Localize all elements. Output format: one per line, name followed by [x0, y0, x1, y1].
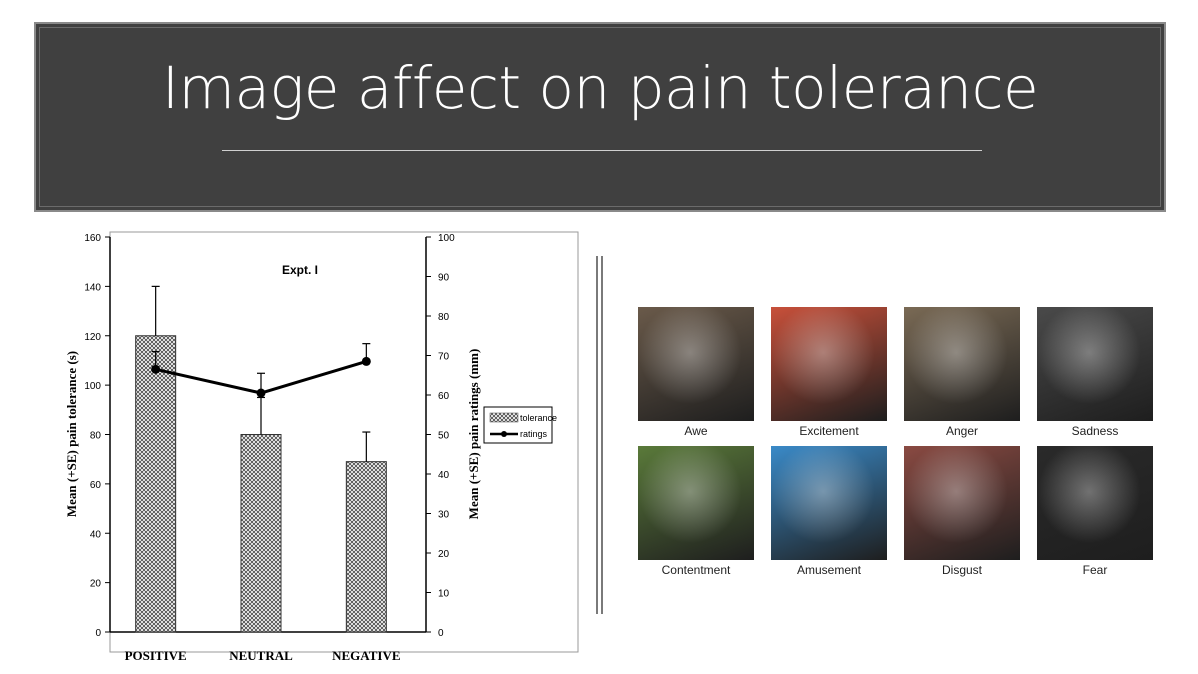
bar-tolerance-positive [135, 335, 177, 633]
y2-axis-label: Mean (+SE) pain ratings (mm) [466, 349, 481, 520]
legend-label-tolerance: tolerance [520, 413, 557, 423]
y-tick-label: 20 [90, 579, 102, 590]
x-tick-label: POSITIVE [125, 648, 187, 663]
emotion-tile: Fear [1037, 446, 1153, 577]
slide-title: Image affect on pain tolerance [161, 54, 1039, 122]
ratings-point-neutral [256, 388, 266, 398]
column-divider-inner [601, 256, 603, 614]
y-tick-label: 100 [84, 381, 101, 392]
emotion-label: Contentment [661, 563, 731, 577]
y2-tick-label: 40 [438, 470, 450, 481]
y-tick-label: 120 [84, 332, 101, 343]
title-banner: Image affect on pain tolerance [34, 22, 1166, 212]
emotion-tile: Awe [638, 307, 754, 438]
y-axis-label: Mean (+SE) pain tolerance (s) [64, 351, 79, 517]
y2-tick-label: 30 [438, 510, 450, 521]
y2-tick-label: 70 [438, 352, 450, 363]
y-tick-label: 140 [84, 282, 101, 293]
x-tick-label: NEUTRAL [229, 648, 293, 663]
legend: tolerance ratings [483, 406, 557, 444]
emotion-label: Disgust [941, 563, 982, 577]
ferris-wheel-photo [771, 446, 887, 560]
bar-tolerance-neutral [240, 434, 282, 633]
y2-tick-label: 60 [438, 391, 450, 402]
emotion-label: Sadness [1071, 424, 1119, 438]
ratings-point-negative [361, 356, 371, 366]
title-underline [222, 150, 982, 151]
emotion-label: Awe [684, 424, 708, 438]
wounded-finger-photo [904, 446, 1020, 560]
ratings-point-positive [151, 364, 161, 374]
y-tick-label: 80 [90, 431, 102, 442]
chart-annotation: Expt. I [282, 263, 318, 277]
y2-tick-label: 10 [438, 589, 450, 600]
emotion-tile: Amusement [771, 446, 887, 577]
party-children-photo [771, 307, 887, 421]
emotion-label: Fear [1082, 563, 1108, 577]
y-tick-label: 160 [84, 233, 101, 244]
emotion-label: Anger [945, 424, 979, 438]
y-tick-label: 40 [90, 529, 102, 540]
emotion-tile: Sadness [1037, 307, 1153, 438]
y2-tick-label: 0 [438, 628, 444, 639]
legend-swatch-tolerance [489, 412, 519, 423]
y2-tick-label: 20 [438, 549, 450, 560]
sad-figure-photo [1037, 307, 1153, 421]
emotion-tile: Excitement [771, 307, 887, 438]
y2-tick-label: 50 [438, 431, 450, 442]
y-tick-label: 60 [90, 480, 102, 491]
lotus-flower-photo [638, 446, 754, 560]
child-looking-up-photo [638, 307, 754, 421]
angry-crowd-photo [904, 307, 1020, 421]
emotion-tile: Anger [904, 307, 1020, 438]
emotion-tile: Disgust [904, 446, 1020, 577]
bar-tolerance-negative [345, 461, 387, 633]
x-tick-label: NEGATIVE [332, 648, 400, 663]
legend-label-ratings: ratings [520, 429, 548, 439]
y-tick-label: 0 [95, 628, 101, 639]
emotion-label: Amusement [796, 563, 862, 577]
pain-tolerance-chart: 0 20 40 60 80 100 120 140 160 0 10 20 30 40 50 60 70 80 9… [64, 231, 579, 663]
emotion-label: Excitement [799, 424, 859, 438]
y2-tick-label: 90 [438, 273, 450, 284]
frightened-face-photo [1037, 446, 1153, 560]
y2-tick-label: 100 [438, 233, 455, 244]
column-divider [596, 256, 598, 614]
y2-tick-label: 80 [438, 312, 450, 323]
emotion-tile: Contentment [638, 446, 754, 577]
